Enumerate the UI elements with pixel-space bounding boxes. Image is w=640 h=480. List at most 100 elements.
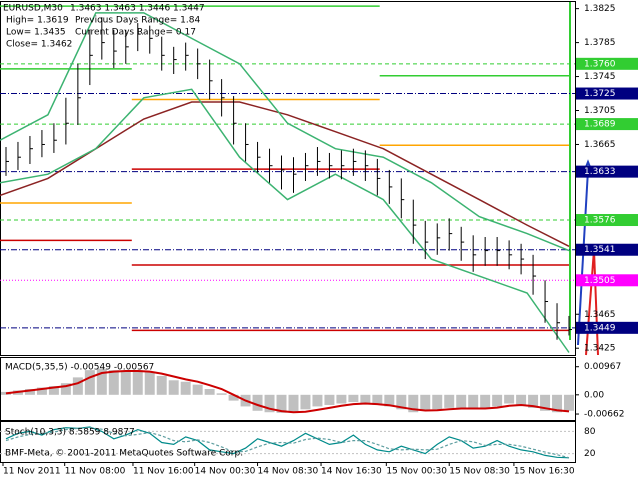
indicator-line: [0, 5, 569, 77]
level-label: 1.3725: [584, 89, 616, 99]
histogram-bar: [396, 394, 407, 410]
histogram-bar: [144, 371, 155, 395]
indicator-line: [0, 168, 569, 332]
histogram-bar: [84, 370, 95, 395]
histogram-bar: [228, 394, 239, 401]
x-tick-label: 15 Nov 00:30: [386, 467, 447, 477]
y-tick-label: 1.3665: [584, 140, 616, 150]
histogram-bar: [372, 394, 383, 405]
signal-line: [5, 370, 570, 414]
y-tick-label: 20: [584, 449, 596, 459]
histogram-bar: [348, 394, 359, 403]
histogram-bar: [492, 394, 503, 407]
x-tick-label: 11 Nov 2011: [3, 467, 61, 477]
level-label: 1.3760: [584, 59, 616, 69]
indicator-line: [0, 98, 569, 204]
symbol-title: EURUSD,M30: [3, 4, 63, 14]
histogram-bar: [408, 394, 419, 413]
histogram-bar: [108, 370, 119, 395]
histogram-bar: [336, 394, 347, 404]
histogram-bar: [564, 394, 574, 411]
y-tick-label: 1.3705: [584, 106, 616, 116]
y-tick-label: 0.00967: [584, 362, 621, 372]
histogram-bar: [360, 394, 371, 404]
y-tick-label: 1.3465: [584, 310, 616, 320]
y-tick-label: 1.3745: [584, 72, 616, 82]
level-box: [576, 214, 638, 227]
stoch-line: [5, 426, 570, 459]
x-tick-label: 14 Nov 08:30: [258, 467, 319, 477]
level-box: [576, 57, 638, 70]
info-text: Current Days Range= 0.17: [75, 28, 196, 38]
histogram-bar: [72, 377, 83, 395]
main-panel: [0, 1, 576, 356]
histogram-bar: [384, 394, 395, 407]
histogram-bar: [252, 394, 263, 411]
x-tick-label: 11 Nov 08:00: [65, 467, 126, 477]
info-text: Close= 1.3462: [6, 40, 72, 50]
histogram-bar: [420, 394, 431, 411]
stoch-panel: [0, 421, 576, 463]
histogram-bar: [96, 368, 107, 395]
level-box: [576, 243, 638, 256]
level-label: 1.3449: [584, 323, 616, 333]
y-tick-label: -0.00662: [584, 410, 624, 420]
histogram-bar: [132, 370, 143, 395]
macd-panel: [0, 357, 576, 421]
histogram-bar: [156, 375, 167, 395]
histogram-bar: [312, 394, 323, 407]
histogram-bar: [168, 380, 179, 395]
x-tick-label: 14 Nov 00:30: [195, 467, 256, 477]
histogram-bar: [432, 394, 443, 410]
histogram-bar: [264, 394, 275, 413]
histogram-bar: [36, 387, 47, 395]
histogram-bar: [120, 371, 131, 395]
level-box: [576, 274, 638, 287]
level-label: 1.3576: [584, 216, 616, 226]
histogram-bar: [480, 394, 491, 408]
histogram-bar: [60, 383, 71, 395]
copyright: BMF-Meta, © 2001-2011 MetaQuotes Softwar…: [5, 449, 243, 459]
macd-title: MACD(5,35,5) -0.00549 -0.00567: [5, 363, 154, 373]
level-box: [576, 165, 638, 178]
x-tick-label: 15 Nov 08:30: [449, 467, 510, 477]
histogram-bar: [24, 389, 35, 395]
y-tick-label: 0.00: [584, 390, 604, 400]
histogram-bar: [528, 394, 539, 408]
histogram-bar: [204, 389, 215, 395]
histogram-bar: [516, 394, 527, 405]
last-ohlc: 1.3463 1.3463 1.3446 1.3447: [70, 4, 205, 14]
histogram-bar: [456, 394, 467, 408]
y-tick-label: 80: [584, 427, 596, 437]
stoch-title: Stoch(10,3,3) 8.5859 8.9877: [5, 428, 135, 438]
indicator-line: [0, 12, 570, 252]
histogram-bar: [444, 394, 455, 408]
info-text: Low= 1.3435: [6, 28, 66, 38]
level-box: [576, 321, 638, 334]
level-box: [576, 87, 638, 100]
info-text: High= 1.3619: [6, 16, 69, 26]
histogram-bar: [540, 394, 551, 411]
x-tick-label: 15 Nov 16:30: [514, 467, 575, 477]
histogram-bar: [276, 394, 287, 413]
histogram-bar: [192, 384, 203, 395]
y-tick-label: 1.3825: [584, 4, 616, 14]
y-tick-label: 1.3785: [584, 38, 616, 48]
histogram-bar: [288, 394, 299, 413]
indicator-line: [0, 88, 570, 353]
x-tick-label: 11 Nov 16:00: [133, 467, 194, 477]
histogram-bar: [1, 391, 11, 395]
info-text: Previous Days Range= 1.84: [75, 16, 200, 26]
x-tick-label: 14 Nov 16:30: [321, 467, 382, 477]
histogram-bar: [48, 386, 59, 395]
histogram-bar: [504, 394, 515, 404]
level-label: 1.3633: [584, 167, 616, 177]
histogram-bar: [300, 394, 311, 410]
histogram-bar: [180, 381, 191, 395]
y-tick-label: 1.3425: [584, 344, 616, 354]
level-label: 1.3689: [584, 120, 616, 130]
level-label: 1.3505: [584, 276, 616, 286]
level-box: [576, 118, 638, 131]
level-label: 1.3541: [584, 245, 616, 255]
